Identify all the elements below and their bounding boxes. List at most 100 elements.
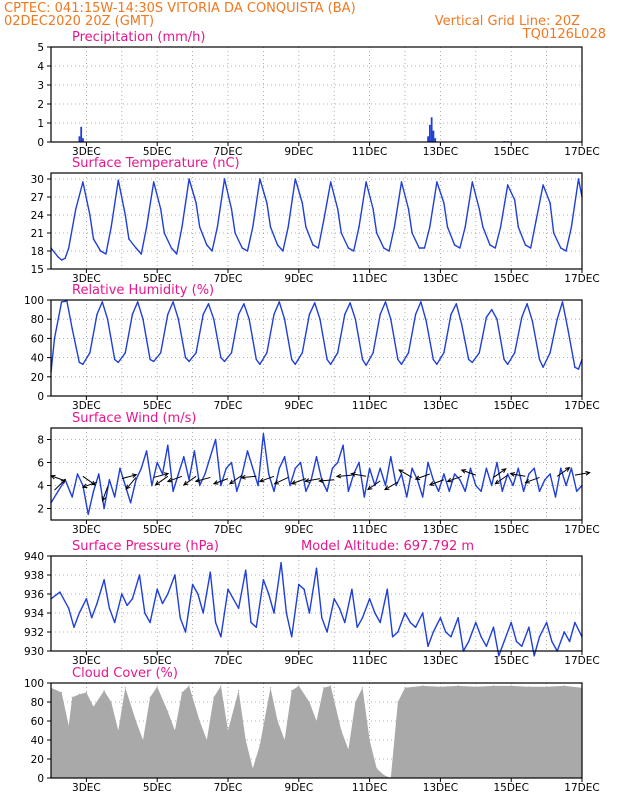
x-tick-label: 17DEC bbox=[564, 655, 599, 667]
temp-point bbox=[446, 226, 449, 228]
pressure-point bbox=[386, 588, 388, 590]
cloud-point bbox=[259, 744, 261, 746]
temp-point bbox=[216, 226, 219, 228]
wind-vector bbox=[259, 475, 275, 482]
wind-vector bbox=[415, 473, 430, 480]
precip-panel-title: Precipitation (mm/h) bbox=[72, 30, 205, 45]
wind-point bbox=[151, 484, 153, 487]
wind-vector bbox=[50, 475, 66, 482]
rh-point bbox=[514, 352, 516, 354]
rh-panel-title: Relative Humidity (%) bbox=[72, 283, 214, 298]
x-tick-label: 9DEC bbox=[284, 782, 313, 794]
wind-arrowhead bbox=[101, 496, 107, 502]
header-grid-note: Vertical Grid Line: 20Z bbox=[434, 14, 580, 29]
rh-point bbox=[195, 352, 197, 354]
cloud-point bbox=[188, 685, 190, 687]
temp-point bbox=[160, 208, 162, 210]
y-tick-label: 40 bbox=[31, 353, 44, 365]
wind-arrowhead bbox=[501, 468, 507, 474]
rh-point bbox=[496, 318, 498, 320]
temp-point bbox=[211, 250, 213, 252]
temp-point bbox=[269, 226, 272, 228]
wind-vector bbox=[82, 481, 98, 488]
y-tick-label: 100 bbox=[24, 678, 44, 690]
precip-panel-frame bbox=[50, 46, 583, 143]
wind-vector bbox=[495, 474, 508, 485]
wind-vector bbox=[367, 480, 381, 490]
temp-point bbox=[347, 247, 350, 249]
temp-point bbox=[552, 232, 555, 234]
precip-bar bbox=[78, 136, 81, 142]
x-tick-label: 17DEC bbox=[564, 146, 599, 158]
pressure-point bbox=[414, 626, 417, 628]
rh-point bbox=[337, 352, 339, 354]
wind-arrowhead bbox=[524, 479, 530, 484]
rh-point bbox=[400, 363, 403, 366]
pressure-point bbox=[475, 621, 477, 624]
temp-point bbox=[459, 247, 461, 249]
wind-arrowhead bbox=[131, 473, 138, 479]
wind-arrowhead bbox=[564, 467, 571, 472]
wind-arrowhead bbox=[446, 477, 453, 483]
wind-point bbox=[570, 467, 573, 469]
y-tick-label: 20 bbox=[31, 754, 44, 766]
pressure-point bbox=[268, 593, 270, 595]
pressure-point bbox=[492, 626, 495, 628]
y-tick-label: 5 bbox=[37, 42, 44, 54]
pressure-point bbox=[356, 626, 358, 628]
x-tick-label: 17DEC bbox=[564, 524, 599, 536]
wind-point bbox=[262, 433, 265, 435]
rh-point bbox=[432, 358, 435, 361]
pressure-point bbox=[214, 621, 217, 624]
x-tick-label: 11DEC bbox=[352, 273, 387, 285]
header-model-code: TQ0126L028 bbox=[522, 27, 606, 42]
wind-point bbox=[114, 496, 116, 498]
rh-point bbox=[131, 313, 134, 316]
wind-point bbox=[464, 490, 466, 492]
temp-point bbox=[259, 178, 261, 180]
wind-point bbox=[98, 473, 100, 475]
wind-point bbox=[560, 467, 562, 469]
temp-point bbox=[482, 226, 484, 228]
wind-point bbox=[135, 479, 137, 481]
wind-point bbox=[337, 461, 339, 464]
temp-panel-title: Surface Temperature (nC) bbox=[72, 156, 240, 171]
pressure-point bbox=[321, 617, 323, 619]
temp-point bbox=[400, 181, 403, 183]
temp-point bbox=[423, 247, 426, 249]
pressure-point bbox=[280, 561, 282, 564]
pressure-point bbox=[126, 604, 128, 607]
y-tick-label: 3 bbox=[37, 80, 44, 92]
wind-point bbox=[315, 456, 318, 458]
temp-point bbox=[195, 202, 197, 204]
pressure-point bbox=[480, 636, 482, 638]
wind-vector bbox=[336, 474, 352, 477]
y-tick-label: 21 bbox=[31, 228, 44, 240]
y-tick-label: 932 bbox=[24, 627, 44, 639]
temp-point bbox=[75, 208, 77, 210]
rh-point bbox=[326, 358, 328, 361]
wind-point bbox=[491, 484, 493, 487]
wind-point bbox=[209, 456, 211, 458]
pressure-point bbox=[457, 617, 459, 619]
y-tick-label: 2 bbox=[37, 504, 44, 516]
precip-bar bbox=[428, 124, 431, 142]
pressure-point bbox=[108, 607, 111, 609]
cloud-point bbox=[227, 729, 229, 732]
cloud-point bbox=[397, 701, 399, 703]
pressure-point bbox=[197, 593, 199, 595]
cloud-point bbox=[61, 691, 63, 694]
wind-point bbox=[246, 450, 249, 452]
x-tick-label: 15DEC bbox=[493, 782, 528, 794]
pressure-point bbox=[73, 626, 75, 628]
y-tick-label: 936 bbox=[24, 589, 44, 601]
pressure-point bbox=[308, 612, 311, 614]
pressure-point bbox=[174, 574, 176, 576]
rh-point bbox=[526, 303, 528, 305]
y-tick-label: 100 bbox=[24, 295, 44, 307]
x-tick-label: 3DEC bbox=[72, 782, 101, 794]
x-tick-label: 7DEC bbox=[214, 655, 243, 667]
rh-point bbox=[344, 313, 346, 316]
rh-point bbox=[407, 352, 410, 354]
x-tick-label: 9DEC bbox=[284, 400, 313, 412]
